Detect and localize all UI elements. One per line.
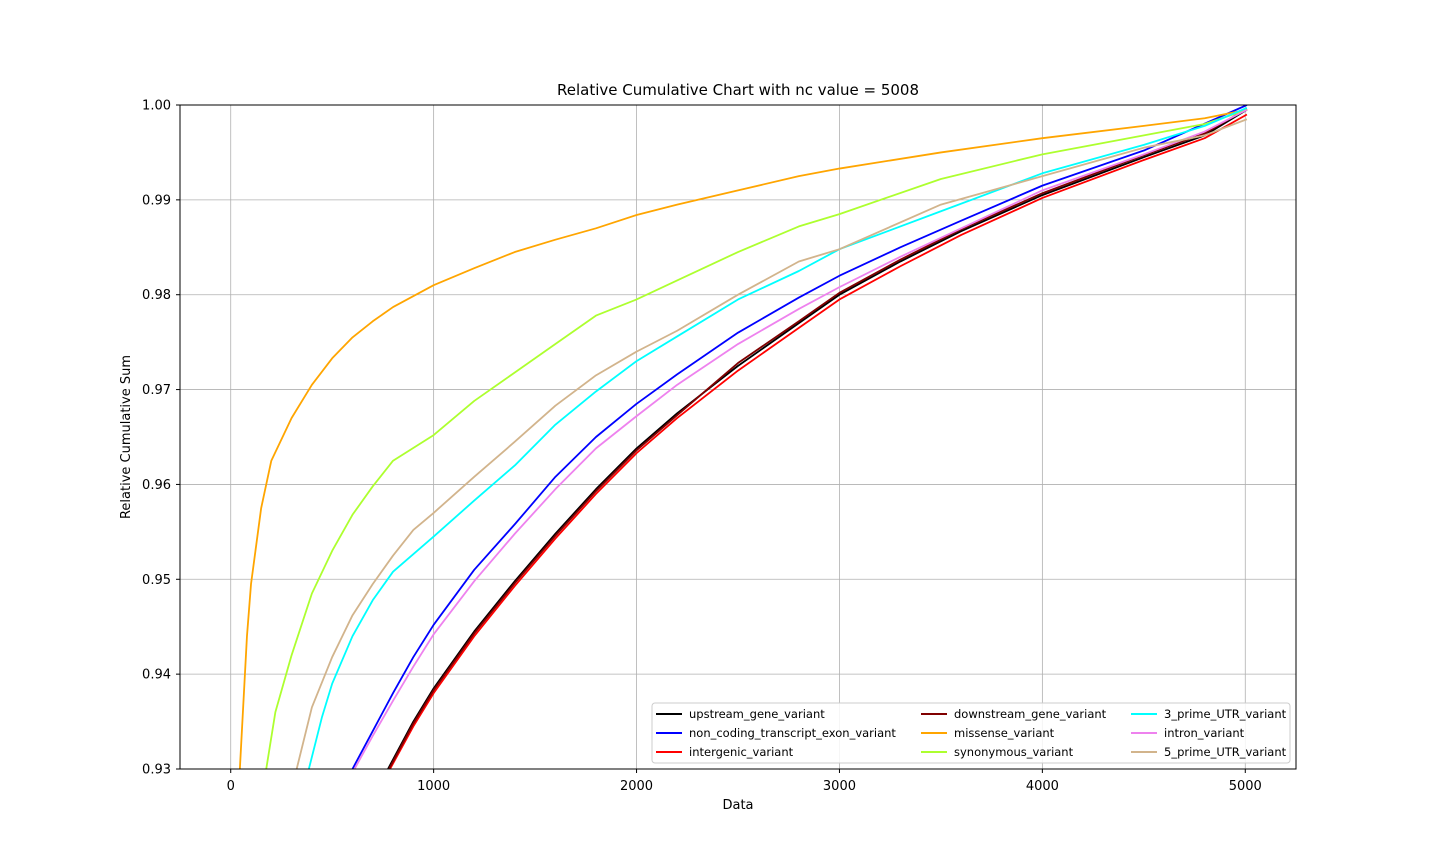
- legend-label: upstream_gene_variant: [689, 707, 825, 721]
- legend-item: downstream_gene_variant: [921, 707, 1107, 721]
- plot-area: [238, 105, 1248, 769]
- series-line-non-coding-transcript-exon-variant: [351, 105, 1248, 769]
- legend: upstream_gene_variant non_coding_transcri…: [651, 702, 1291, 764]
- legend-box: [651, 702, 1291, 764]
- series-line-downstream-gene-variant: [388, 108, 1248, 769]
- x-axis-label: Data: [722, 798, 753, 813]
- x-tick-label: 4000: [1026, 779, 1059, 794]
- legend-label: 3_prime_UTR_variant: [1164, 707, 1287, 721]
- y-tick-label: 0.99: [142, 193, 171, 208]
- legend-item: upstream_gene_variant: [656, 707, 825, 721]
- series-line-synonymous-variant: [265, 108, 1248, 769]
- y-axis-label: Relative Cumulative Sum: [119, 355, 134, 519]
- y-tick-label: 0.95: [142, 573, 171, 588]
- legend-label: intergenic_variant: [689, 745, 794, 759]
- y-tick-label: 0.94: [142, 668, 171, 683]
- series-line-missense-variant: [238, 108, 1248, 769]
- plot-frame: [179, 104, 1297, 770]
- legend-label: synonymous_variant: [954, 745, 1074, 759]
- x-tick-label: 0: [227, 779, 235, 794]
- axis-ticks: 0 1000 2000 3000 4000 5000 0.93 0.94 0.95 0.96 0.9…: [142, 99, 1262, 795]
- y-tick-label: 0.96: [142, 478, 171, 493]
- chart-title: Relative Cumulative Chart with nc value …: [557, 81, 919, 99]
- grid-lines: [180, 104, 1296, 770]
- legend-label: downstream_gene_variant: [954, 707, 1107, 721]
- y-tick-label: 0.97: [142, 383, 171, 398]
- y-tick-label: 0.93: [142, 763, 171, 778]
- legend-label: missense_variant: [954, 726, 1055, 740]
- legend-item: missense_variant: [921, 726, 1055, 740]
- legend-label: 5_prime_UTR_variant: [1164, 745, 1287, 759]
- y-tick-label: 1.00: [142, 99, 171, 114]
- series-line-intron-variant: [353, 108, 1248, 769]
- series-line-intergenic-variant: [389, 113, 1248, 769]
- legend-item: intergenic_variant: [656, 745, 794, 759]
- legend-item: non_coding_transcript_exon_variant: [656, 726, 896, 740]
- legend-item: synonymous_variant: [921, 745, 1074, 759]
- legend-label: non_coding_transcript_exon_variant: [689, 726, 896, 740]
- legend-item: 5_prime_UTR_variant: [1131, 745, 1287, 759]
- legend-item: intron_variant: [1131, 726, 1245, 740]
- x-tick-label: 2000: [620, 779, 653, 794]
- x-tick-label: 1000: [417, 779, 450, 794]
- x-tick-label: 5000: [1229, 779, 1262, 794]
- x-tick-label: 3000: [823, 779, 856, 794]
- legend-item: 3_prime_UTR_variant: [1131, 707, 1287, 721]
- legend-label: intron_variant: [1164, 726, 1245, 740]
- series-line-5-prime-utr-variant: [295, 118, 1248, 769]
- y-tick-label: 0.98: [142, 288, 171, 303]
